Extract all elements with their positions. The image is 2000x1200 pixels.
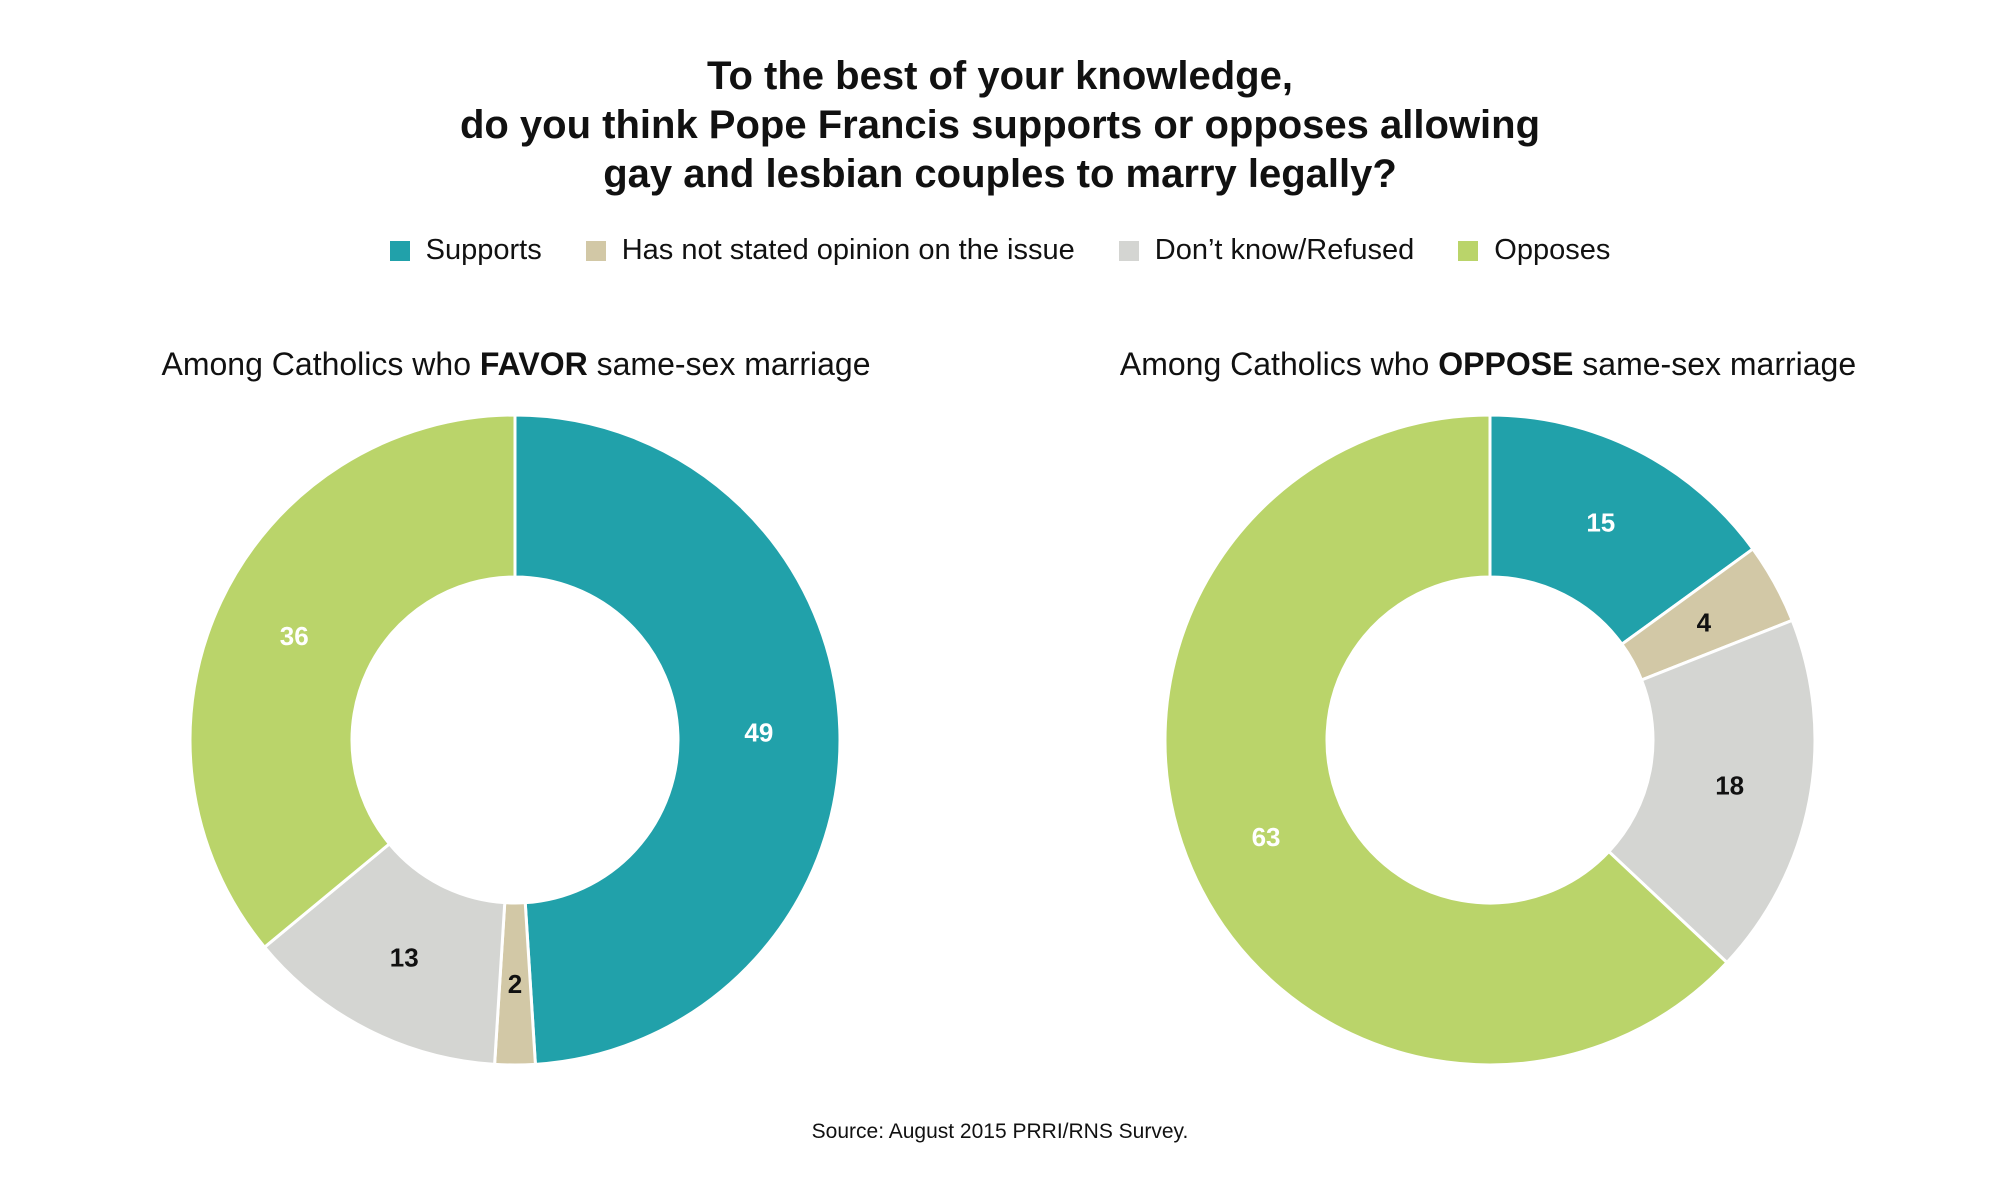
donut-chart-favor: 49 2 13 36 [188,413,842,1067]
legend-item-supports: Supports [389,234,542,267]
left-title-emphasis: FAVOR [479,346,588,382]
left-title-prefix: Among Catholics who [161,346,480,382]
legend-swatch-supports [389,240,410,261]
title-line-3: gay and lesbian couples to marry legally… [603,152,1397,196]
title-line-2: do you think Pope Francis supports or op… [459,103,1541,147]
left-chart-title: Among Catholics who FAVOR same-sex marri… [66,346,966,383]
legend-label-supports: Supports [425,234,542,266]
title-line-1: To the best of your knowledge, [707,54,1293,98]
legend-swatch-not-stated [585,240,606,261]
legend-label-opposes: Opposes [1494,234,1611,266]
oppose-slice-supports [1488,413,1756,647]
source-note: Source: August 2015 PRRI/RNS Survey. [811,1120,1189,1143]
right-title-emphasis: OPPOSE [1438,346,1574,382]
favor-slice-opposes [188,413,517,950]
favor-label-opposes: 36 [280,621,309,651]
legend-item-opposes: Opposes [1458,234,1610,267]
legend-item-dont-know: Don’t know/Refused [1118,234,1415,267]
right-title-prefix: Among Catholics who [1119,346,1439,382]
oppose-label-opposes: 63 [1252,822,1281,852]
donut-chart-oppose: 15 4 18 63 [1163,413,1817,1067]
legend-item-not-stated: Has not stated opinion on the issue [585,234,1075,267]
legend: Supports Has not stated opinion on the i… [0,234,2000,267]
legend-label-dont-know: Don’t know/Refused [1154,234,1415,266]
oppose-label-not-stated: 4 [1697,607,1712,637]
oppose-slice-dont-know [1606,618,1817,965]
legend-label-not-stated: Has not stated opinion on the issue [621,234,1075,266]
right-title-suffix: same-sex marriage [1573,346,1857,382]
oppose-label-supports: 15 [1586,508,1615,538]
legend-swatch-dont-know [1118,240,1139,261]
favor-label-not-stated: 2 [508,969,522,999]
chart-title: To the best of your knowledge, do you th… [0,52,2000,199]
favor-label-supports: 49 [744,717,773,747]
favor-slice-supports [513,413,842,1066]
left-title-suffix: same-sex marriage [587,346,871,382]
legend-swatch-opposes [1458,240,1479,261]
right-chart-title: Among Catholics who OPPOSE same-sex marr… [1038,346,1938,383]
favor-label-dont-know: 13 [390,942,419,972]
oppose-label-dont-know: 18 [1715,771,1744,801]
oppose-slice-opposes [1163,413,1730,1067]
